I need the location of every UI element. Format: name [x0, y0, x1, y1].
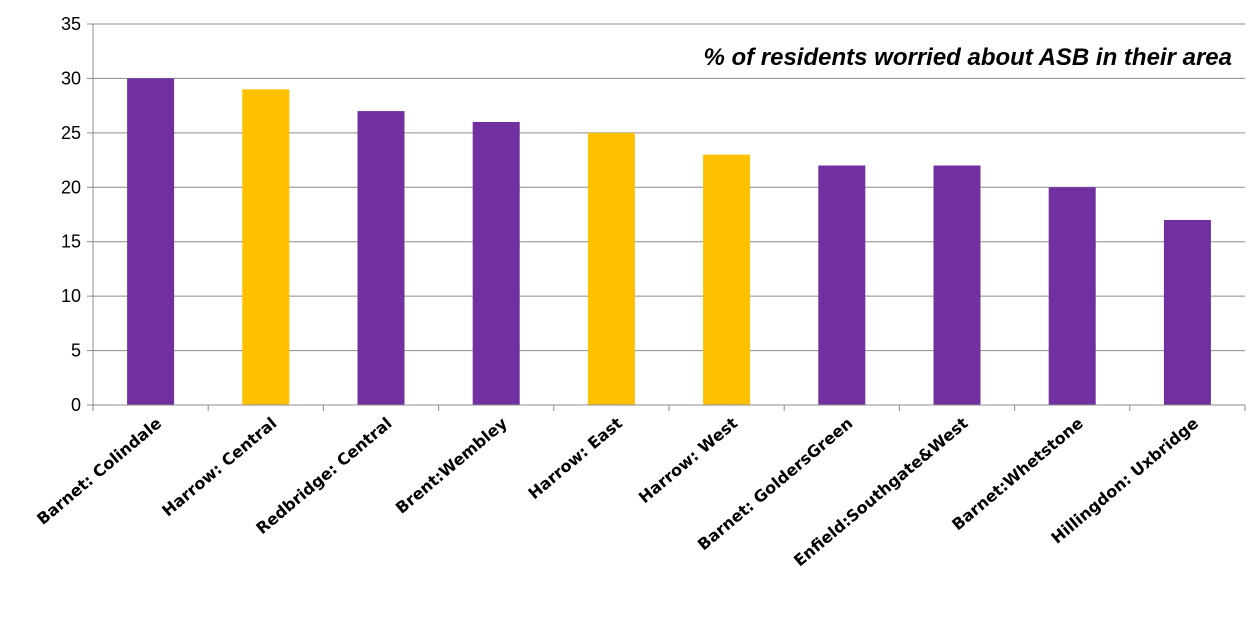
- bar: [933, 165, 981, 405]
- bar: [703, 154, 751, 405]
- bar: [472, 121, 520, 405]
- bar: [818, 165, 866, 405]
- x-tick-label: Barnet: Colindale: [33, 413, 165, 528]
- y-tick-label: 20: [61, 177, 81, 197]
- bar: [1163, 219, 1211, 405]
- chart-title: % of residents worried about ASB in thei…: [703, 44, 1232, 71]
- y-axis: 0 5 10 15 20 25 30 35: [61, 14, 94, 415]
- bars: [127, 78, 1211, 406]
- y-tick-label: 35: [61, 14, 81, 34]
- x-tick-label: Harrow: West: [635, 413, 742, 507]
- x-tick-label: Brent:Wembley: [392, 413, 511, 517]
- bar: [242, 89, 290, 406]
- y-tick-label: 0: [71, 395, 81, 415]
- y-tick-label: 25: [61, 123, 81, 143]
- bar: [127, 78, 175, 405]
- bar: [357, 111, 405, 405]
- bar: [1048, 187, 1096, 405]
- y-tick-label: 30: [61, 68, 81, 88]
- y-tick-label: 15: [61, 232, 81, 252]
- y-tick-label: 10: [61, 286, 81, 306]
- bar: [587, 132, 635, 405]
- x-tick-label: Harrow: Central: [158, 414, 280, 521]
- y-tick-label: 5: [71, 341, 81, 361]
- x-tick-label: Harrow: East: [524, 413, 626, 503]
